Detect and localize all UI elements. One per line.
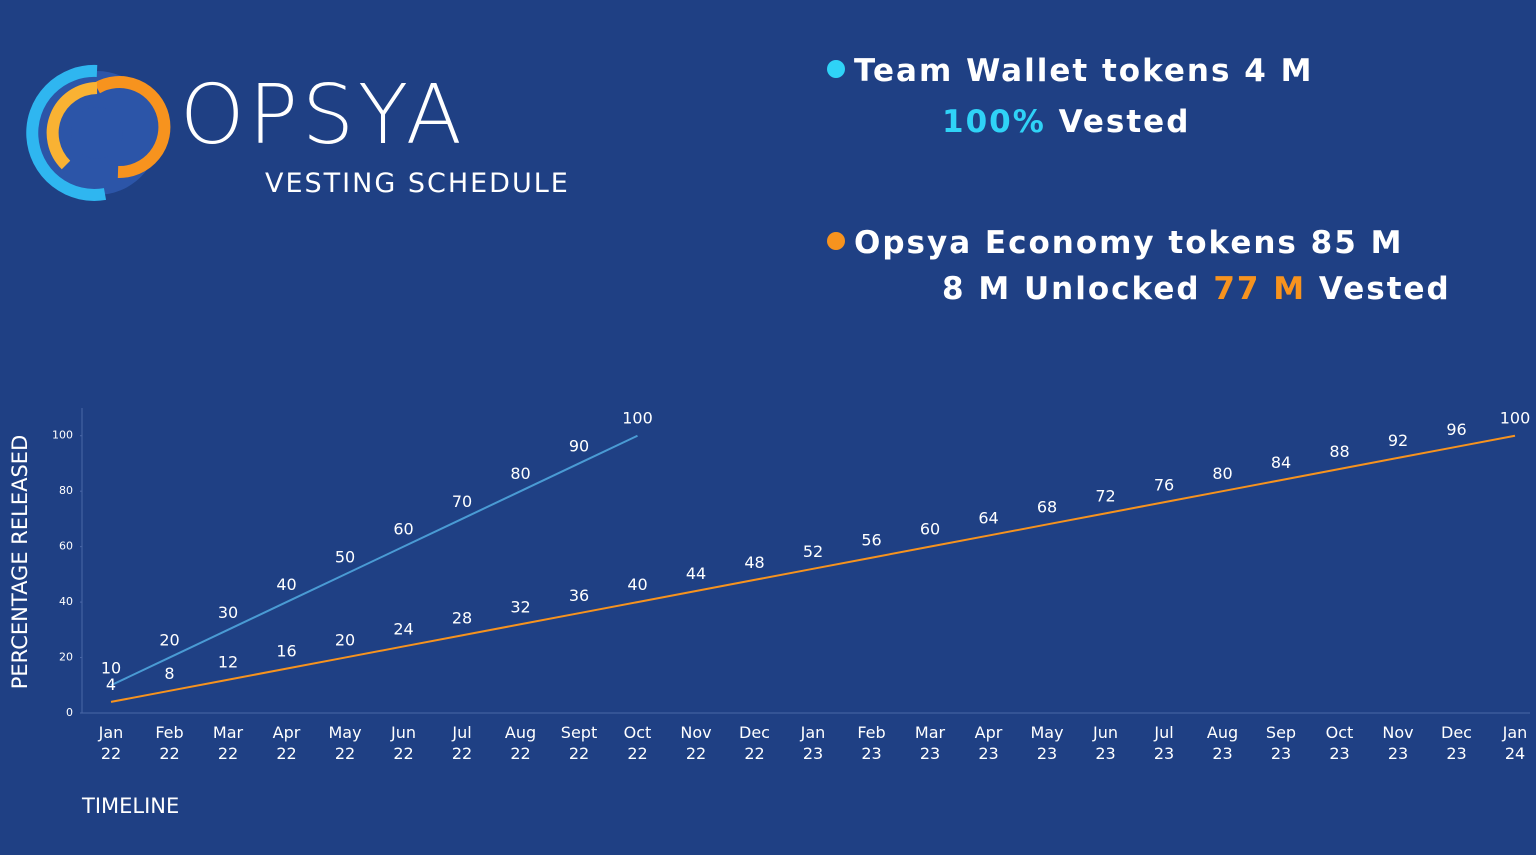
data-label: 28 bbox=[452, 608, 472, 627]
annotation-part: 77 M bbox=[1213, 271, 1306, 307]
y-tick-label: 20 bbox=[59, 651, 73, 664]
x-tick-label: Jul 22 bbox=[451, 723, 472, 763]
x-tick-label: Jan 24 bbox=[1502, 723, 1528, 763]
x-tick-label: May 23 bbox=[1030, 723, 1063, 763]
legend-label: Team Wallet tokens 4 M bbox=[854, 53, 1313, 89]
x-tick-label: Feb 22 bbox=[155, 723, 183, 763]
data-label: 24 bbox=[393, 619, 413, 638]
x-tick-label: Feb 23 bbox=[857, 723, 885, 763]
x-axis-label: TIMELINE bbox=[81, 794, 179, 818]
y-tick-label: 80 bbox=[59, 484, 73, 497]
data-label: 20 bbox=[335, 631, 355, 650]
data-label: 10 bbox=[101, 658, 121, 677]
annotation: 8 M Unlocked 77 M Vested bbox=[942, 271, 1451, 307]
x-tick-label: Jan 23 bbox=[800, 723, 826, 763]
y-tick-label: 0 bbox=[66, 706, 73, 719]
x-tick-label: Mar 22 bbox=[213, 723, 244, 763]
logo-icon bbox=[26, 64, 171, 201]
data-label: 8 bbox=[164, 664, 174, 683]
x-tick-label: Sept 22 bbox=[561, 723, 597, 763]
data-label: 56 bbox=[861, 531, 881, 550]
data-label: 96 bbox=[1446, 420, 1466, 439]
data-label: 100 bbox=[1500, 409, 1531, 428]
x-tick-label: Jan 22 bbox=[98, 723, 124, 763]
annotation-part: 100% bbox=[942, 104, 1046, 140]
data-label: 70 bbox=[452, 492, 472, 511]
x-tick-label: Mar 23 bbox=[915, 723, 946, 763]
y-axis-label: PERCENTAGE RELEASED bbox=[8, 435, 32, 690]
x-tick-label: Jul 23 bbox=[1153, 723, 1174, 763]
legend-marker bbox=[827, 60, 845, 78]
series-line bbox=[110, 434, 1516, 703]
data-label: 72 bbox=[1095, 486, 1115, 505]
legend-marker bbox=[827, 232, 845, 250]
legend-label: Opsya Economy tokens 85 M bbox=[854, 225, 1403, 261]
x-tick-label: Nov 22 bbox=[680, 723, 711, 763]
annotation: 100% Vested bbox=[942, 104, 1190, 140]
data-label: 76 bbox=[1154, 475, 1174, 494]
y-tick-label: 60 bbox=[59, 540, 73, 553]
x-tick-label: Apr 22 bbox=[273, 723, 301, 763]
x-tick-label: Apr 23 bbox=[975, 723, 1003, 763]
data-label: 20 bbox=[159, 631, 179, 650]
data-label: 60 bbox=[920, 520, 940, 539]
data-label: 40 bbox=[276, 575, 296, 594]
data-label: 92 bbox=[1388, 431, 1408, 450]
x-tick-label: Dec 22 bbox=[739, 723, 770, 763]
data-label: 68 bbox=[1037, 497, 1057, 516]
data-label: 52 bbox=[803, 542, 823, 561]
data-label: 80 bbox=[1212, 464, 1232, 483]
data-label: 4 bbox=[106, 675, 116, 694]
data-label: 12 bbox=[218, 653, 238, 672]
data-label: 44 bbox=[686, 564, 706, 583]
y-tick-label: 100 bbox=[52, 429, 73, 442]
data-label: 32 bbox=[510, 597, 530, 616]
x-tick-label: Nov 23 bbox=[1382, 723, 1413, 763]
data-label: 40 bbox=[627, 575, 647, 594]
data-label: 64 bbox=[978, 509, 998, 528]
x-tick-label: May 22 bbox=[328, 723, 361, 763]
x-tick-label: Dec 23 bbox=[1441, 723, 1472, 763]
x-tick-label: Aug 22 bbox=[505, 723, 536, 763]
data-label: 50 bbox=[335, 547, 355, 566]
x-tick-label: Oct 23 bbox=[1326, 723, 1354, 763]
data-label: 80 bbox=[510, 464, 530, 483]
data-label: 90 bbox=[569, 436, 589, 455]
x-tick-label: Jun 22 bbox=[390, 723, 416, 763]
x-tick-label: Aug 23 bbox=[1207, 723, 1238, 763]
data-label: 16 bbox=[276, 642, 296, 661]
subtitle: VESTING SCHEDULE bbox=[265, 168, 570, 199]
data-label: 48 bbox=[744, 553, 764, 572]
annotation-part: 8 M Unlocked bbox=[942, 271, 1201, 307]
data-label: 60 bbox=[393, 520, 413, 539]
data-label: 84 bbox=[1271, 453, 1291, 472]
data-label: 100 bbox=[622, 409, 653, 428]
series-line bbox=[110, 434, 638, 687]
x-tick-label: Jun 23 bbox=[1092, 723, 1118, 763]
data-label: 88 bbox=[1329, 442, 1349, 461]
x-tick-label: Sep 23 bbox=[1266, 723, 1296, 763]
logo-title: OPSYA bbox=[180, 68, 466, 163]
annotation-part: Vested bbox=[1059, 104, 1191, 140]
data-label: 36 bbox=[569, 586, 589, 605]
x-tick-label: Oct 22 bbox=[624, 723, 652, 763]
y-tick-label: 40 bbox=[59, 595, 73, 608]
annotation-part: Vested bbox=[1319, 271, 1451, 307]
data-label: 30 bbox=[218, 603, 238, 622]
